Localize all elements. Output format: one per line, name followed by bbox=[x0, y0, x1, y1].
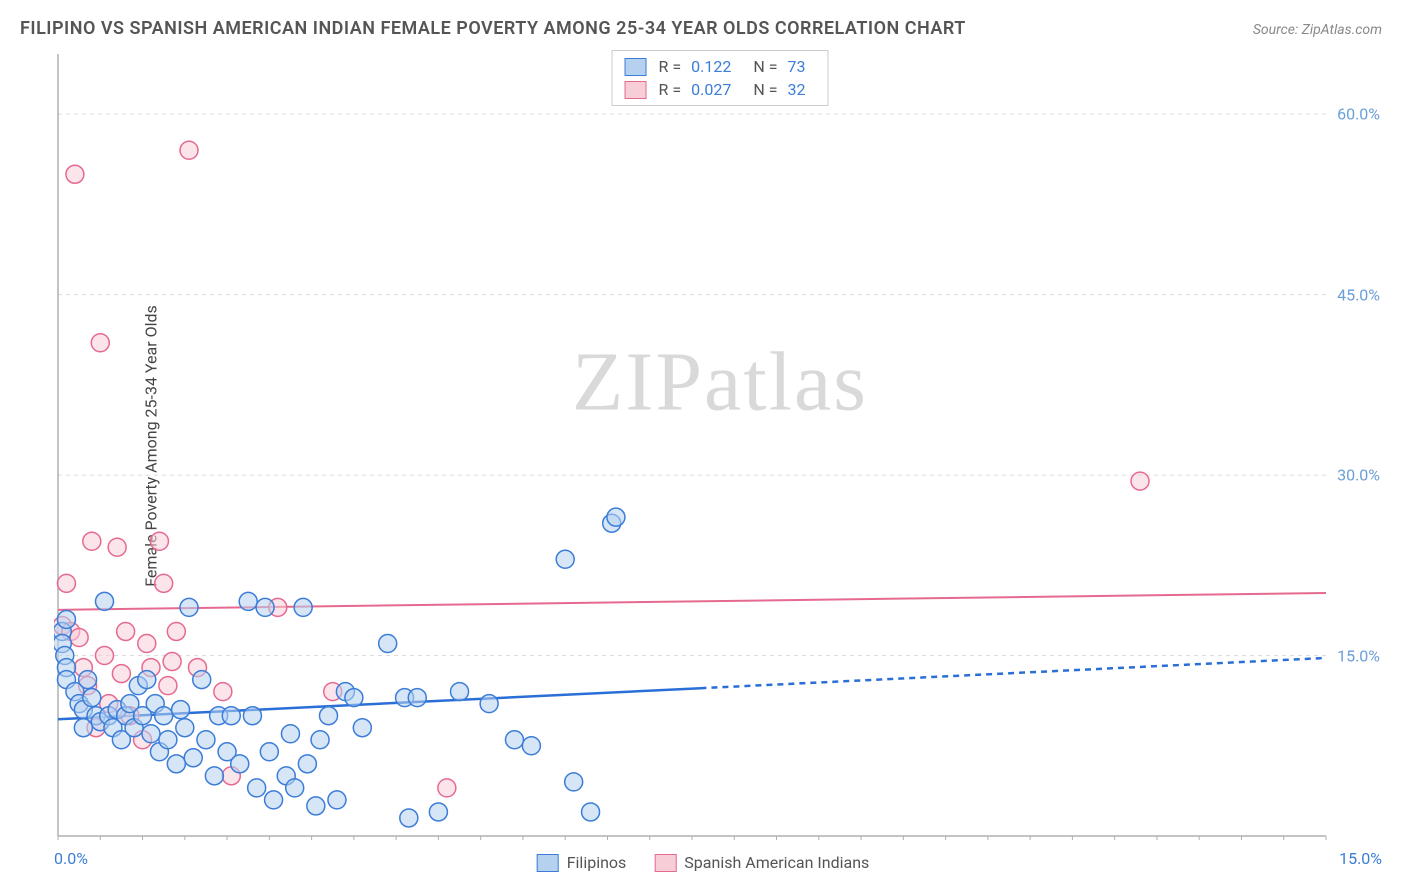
stats-swatch-filipinos bbox=[625, 58, 647, 76]
legend-swatch-filipinos bbox=[537, 854, 559, 872]
n-label: N = bbox=[753, 80, 777, 99]
stats-swatch-spanish bbox=[625, 81, 647, 99]
n-value-spanish: 32 bbox=[787, 80, 805, 99]
n-value-filipinos: 73 bbox=[787, 57, 805, 76]
correlation-stats-legend: R = 0.122 N = 73 R = 0.027 N = 32 bbox=[612, 50, 829, 106]
source-name: ZipAtlas.com bbox=[1302, 22, 1382, 38]
chart-plot-area: ZIPatlas 15.0%30.0%45.0%60.0% R = 0.122 … bbox=[54, 50, 1386, 840]
legend-label-spanish: Spanish American Indians bbox=[684, 853, 869, 872]
stats-row-filipinos: R = 0.122 N = 73 bbox=[625, 55, 816, 78]
legend-item-filipinos: Filipinos bbox=[537, 853, 627, 872]
r-value-filipinos: 0.122 bbox=[691, 57, 731, 76]
legend-swatch-spanish bbox=[654, 854, 676, 872]
r-value-spanish: 0.027 bbox=[691, 80, 731, 99]
scatter-plot-svg bbox=[54, 50, 1386, 840]
source-attribution: Source: ZipAtlas.com bbox=[1253, 22, 1382, 38]
series-legend: Filipinos Spanish American Indians bbox=[537, 853, 870, 872]
x-axis-min-label: 0.0% bbox=[54, 849, 88, 868]
chart-title: FILIPINO VS SPANISH AMERICAN INDIAN FEMA… bbox=[20, 18, 966, 39]
x-axis-max-label: 15.0% bbox=[1339, 849, 1382, 868]
source-prefix: Source: bbox=[1253, 22, 1302, 38]
r-label: R = bbox=[659, 80, 682, 99]
n-label: N = bbox=[753, 57, 777, 76]
stats-row-spanish: R = 0.027 N = 32 bbox=[625, 78, 816, 101]
legend-label-filipinos: Filipinos bbox=[567, 853, 627, 872]
legend-item-spanish: Spanish American Indians bbox=[654, 853, 869, 872]
r-label: R = bbox=[659, 57, 682, 76]
